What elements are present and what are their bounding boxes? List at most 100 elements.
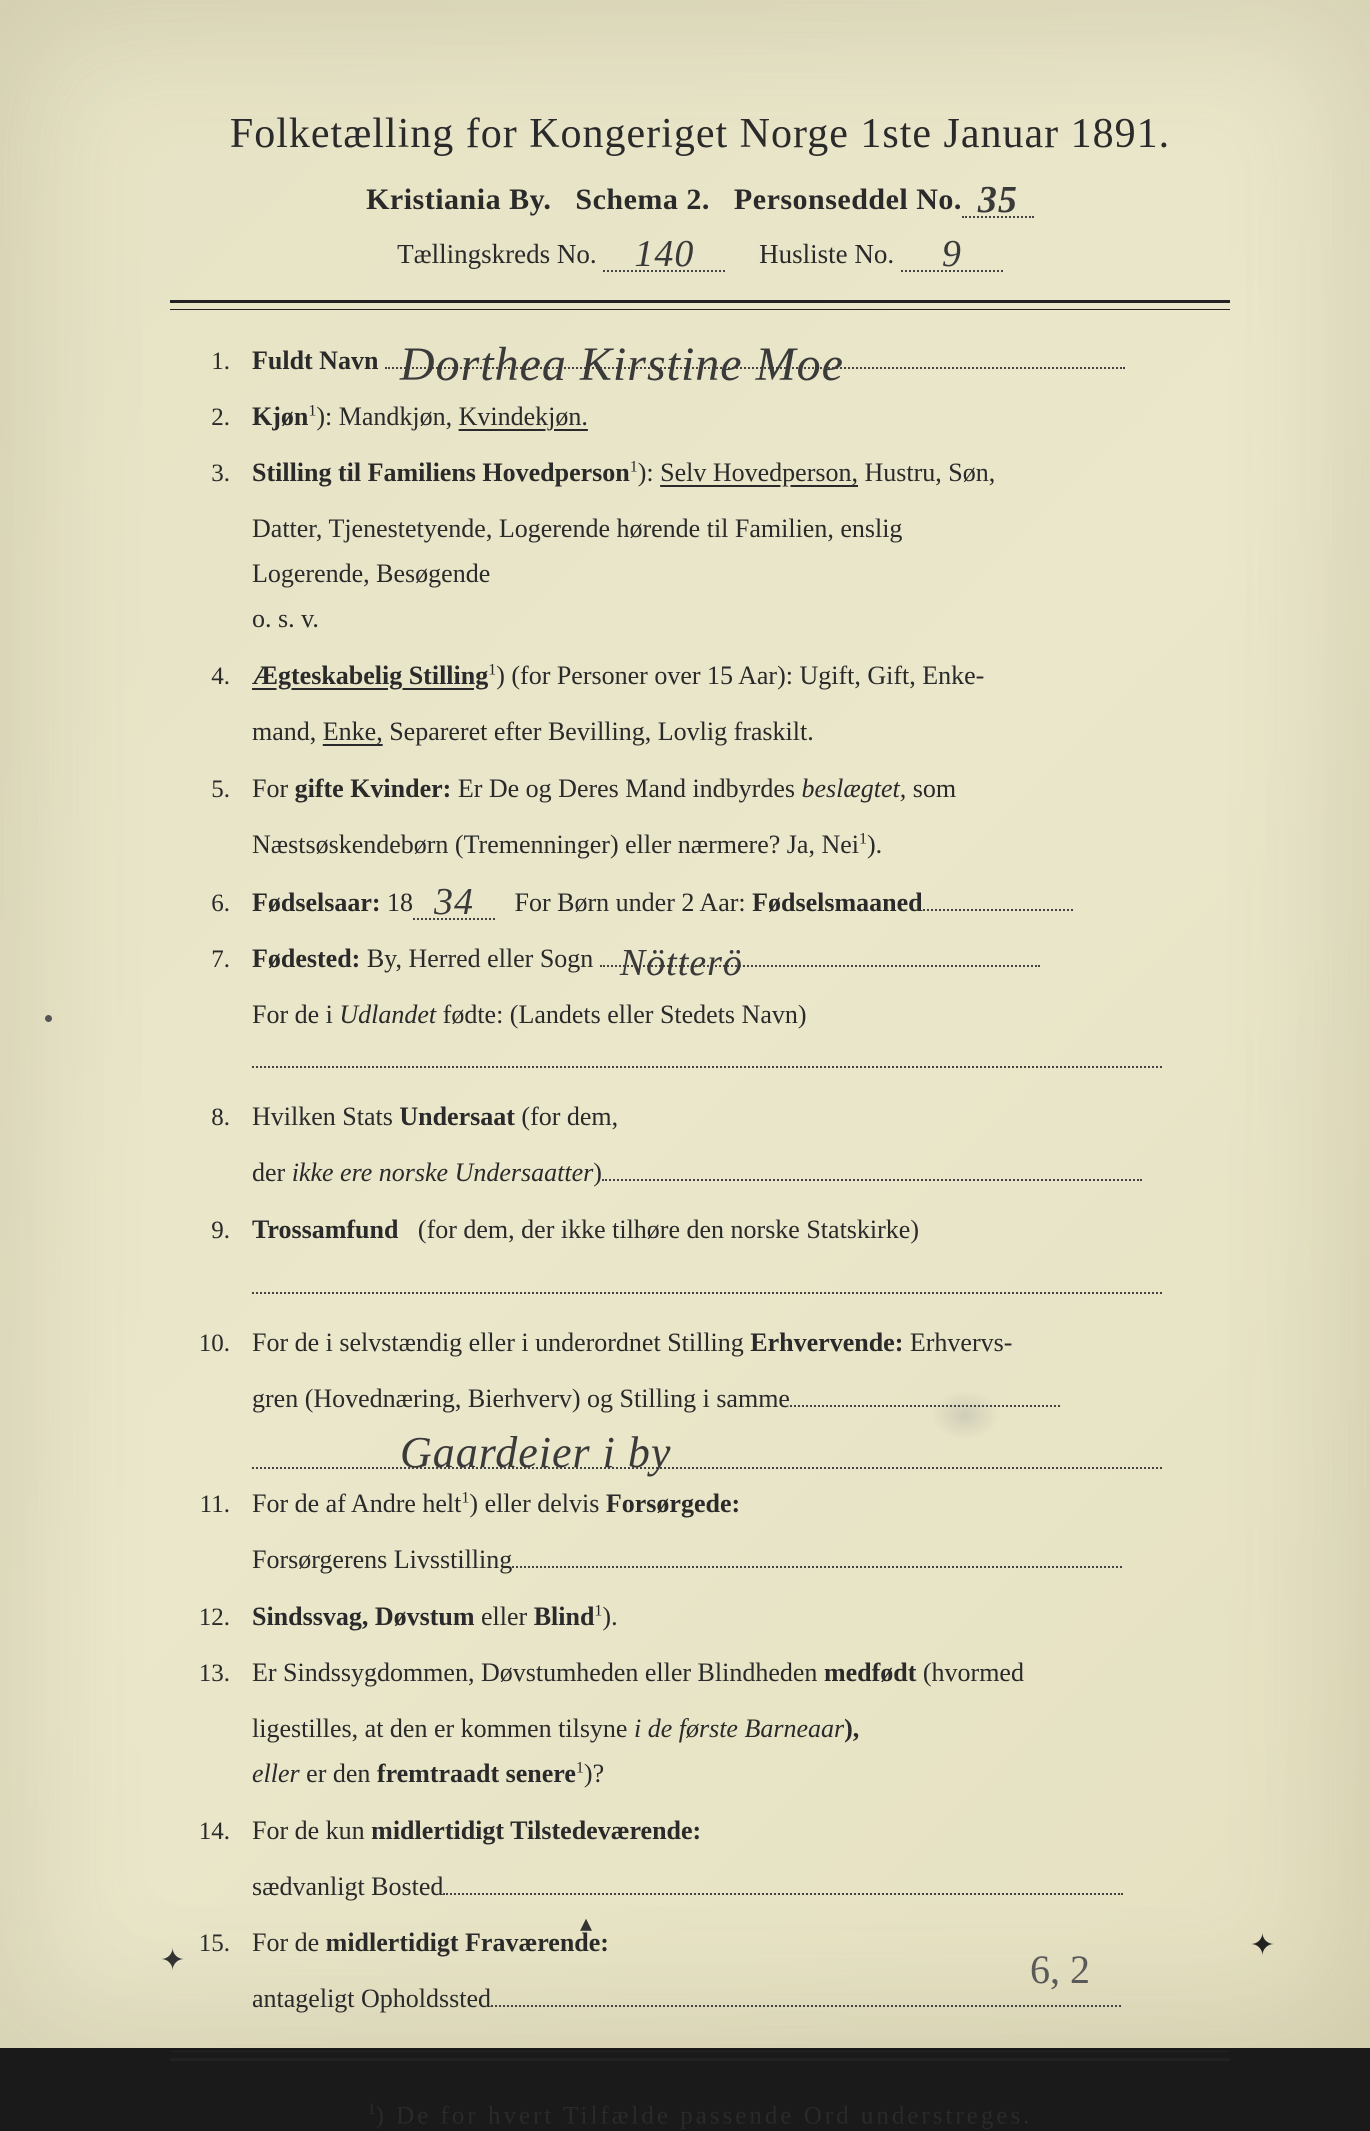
q5-ital: beslægtet, [802,774,907,803]
q10-text2: Erhvervs- [910,1328,1013,1357]
q11-line2-wrap: Forsørgerens Livsstilling [170,1539,1230,1582]
q13-line3-wrap: eller er den fremtraadt senere1)? [170,1753,1230,1796]
q6-mid: For Børn under 2 Aar: [515,888,746,917]
q13-num: 13. [170,1654,252,1694]
main-title: Folketælling for Kongeriget Norge 1ste J… [170,110,1230,158]
q8-line2-wrap: der ikke ere norske Undersaatter) [170,1152,1230,1195]
paper-smudge [930,1390,1000,1440]
q6-label2: Fødselsmaaned [752,888,922,917]
q7-ital: Udlandet [339,1000,436,1029]
q2-num: 2. [170,398,252,438]
q4-line2: mand, Enke, Separeret efter Bevilling, L… [170,711,1230,754]
q2-sup: 1 [308,402,316,419]
q1-num: 1. [170,342,252,382]
q6-year: 34 [434,881,474,923]
q14-row: 14. For de kun midlertidigt Tilstedevære… [170,1810,1230,1852]
q2-opt1: Mandkjøn, [339,402,452,431]
q1-value: Dorthea Kirstine Moe [400,327,844,404]
q14-label: midlertidigt Tilstedeværende: [371,1816,701,1845]
q3-rest1: Hustru, Søn, [865,458,996,487]
q12-text: eller [481,1602,527,1631]
q13-text1: Er Sindssygdommen, Døvstumheden eller Bl… [252,1658,817,1687]
personseddel-no: 35 [978,179,1018,221]
personseddel-label: Personseddel No. [734,183,962,216]
census-form-page: Folketælling for Kongeriget Norge 1ste J… [0,0,1370,2048]
q12-num: 12. [170,1598,252,1638]
q10-value: Gaardeier i by [400,1417,671,1490]
q4-opts1: Ugift, Gift, Enke- [799,661,984,690]
q13-line2a: ligestilles, at den er kommen tilsyne [252,1714,627,1743]
q12-row: 12. Sindssvag, Døvstum eller Blind1). [170,1596,1230,1638]
q7-text: By, Herred eller Sogn [367,944,593,973]
q13-sup: 1 [576,1759,584,1776]
q7-label: Fødested: [252,944,360,973]
q12-label2: Blind [534,1602,595,1631]
q13-line2b: ), [844,1714,859,1743]
q10-label: Erhvervende: [750,1328,903,1357]
q4-line2b: Separeret efter Bevilling, Lovlig fraski… [389,717,814,746]
q3-row: 3. Stilling til Familiens Hovedperson1):… [170,452,1230,494]
q4-label: Ægteskabelig Stilling [252,661,488,690]
q5-line2: Næstsøskendebørn (Tremenninger) eller næ… [252,830,859,859]
q2-label: Kjøn [252,402,308,431]
q5-text2: som [913,774,956,803]
q7-blank [170,1039,1230,1082]
bottom-annotation: 6, 2 [1030,1946,1090,1993]
q11-text2: eller delvis [485,1489,600,1518]
footnote-text: De for hvert Tilfælde passende Ord under… [396,2103,1032,2130]
q4-sel: Enke, [323,717,383,746]
q5-line2-sup: 1 [859,830,867,847]
q10-value-line: Gaardeier i by [170,1423,1230,1469]
q3-line4: o. s. v. [170,598,1230,641]
q10-text1: For de i selvstændig eller i underordnet… [252,1328,744,1357]
q4-num: 4. [170,657,252,697]
q13-line3c: )? [584,1759,604,1788]
q5-label: gifte Kvinder: [295,774,452,803]
q6-pre: 18 [387,888,413,917]
q13-line3a: eller [252,1759,300,1788]
q8-row: 8. Hvilken Stats Undersaat (for dem, [170,1096,1230,1138]
q8-ital: ikke ere norske Undersaatter [292,1158,594,1187]
schema-label: Schema 2. [575,183,710,216]
q10-row: 10. For de i selvstændig eller i underor… [170,1322,1230,1364]
mark-left: ✦ [160,1943,185,1978]
city-label: Kristiania By. [366,183,551,216]
q5-pre: For [252,774,288,803]
q14-line2-wrap: sædvanligt Bosted [170,1866,1230,1909]
q3-num: 3. [170,454,252,494]
husliste-label: Husliste No. [759,239,894,269]
q8-label: Undersaat [399,1102,515,1131]
q13-label2: fremtraadt senere [377,1759,576,1788]
footnote: 1) De for hvert Tilfælde passende Ord un… [170,2101,1230,2130]
q9-row: 9. Trossamfund (for dem, der ikke tilhør… [170,1209,1230,1251]
q3-label: Stilling til Familiens Hovedperson [252,458,630,487]
q15-label: midlertidigt Fraværende: [326,1928,609,1957]
q13-label: medfødt [824,1658,916,1687]
q9-blank [170,1265,1230,1308]
q7-row: 7. Fødested: By, Herred eller Sogn Nötte… [170,938,1230,980]
q6-label: Fødselsaar: [252,888,381,917]
kreds-no: 140 [634,233,694,275]
husliste-no: 9 [942,233,962,275]
mark-arrow: ▴ [580,1909,592,1938]
q4-row: 4. Ægteskabelig Stilling1) (for Personer… [170,655,1230,697]
q1-row: 1. Fuldt Navn Dorthea Kirstine Moe [170,340,1230,382]
q1-label: Fuldt Navn [252,346,378,375]
q8-num: 8. [170,1098,252,1138]
q13-row: 13. Er Sindssygdommen, Døvstumheden elle… [170,1652,1230,1694]
q13-line2-wrap: ligestilles, at den er kommen tilsyne i … [170,1708,1230,1751]
q10-line2: gren (Hovednæring, Bierhverv) og Stillin… [252,1384,790,1413]
q14-line2: sædvanligt Bosted [252,1872,443,1901]
divider-bottom [170,2051,1230,2061]
q3-line2: Datter, Tjenestetyende, Logerende hørend… [170,508,1230,551]
q11-sup: 1 [461,1489,469,1506]
q3-sel: Selv Hovedperson, [660,458,858,487]
q10-line2-wrap: gren (Hovednæring, Bierhverv) og Stillin… [170,1378,1230,1421]
q5-text1: Er De og Deres Mand indbyrdes [458,774,795,803]
q13-line3b: er den [306,1759,370,1788]
divider-top [170,300,1230,310]
q12-label: Sindssvag, Døvstum [252,1602,475,1631]
q4-paren: (for Personer over 15 Aar): [511,661,793,690]
q5-line2-wrap: Næstsøskendebørn (Tremenninger) eller næ… [170,824,1230,867]
mark-right: ✦ [1250,1928,1275,1963]
